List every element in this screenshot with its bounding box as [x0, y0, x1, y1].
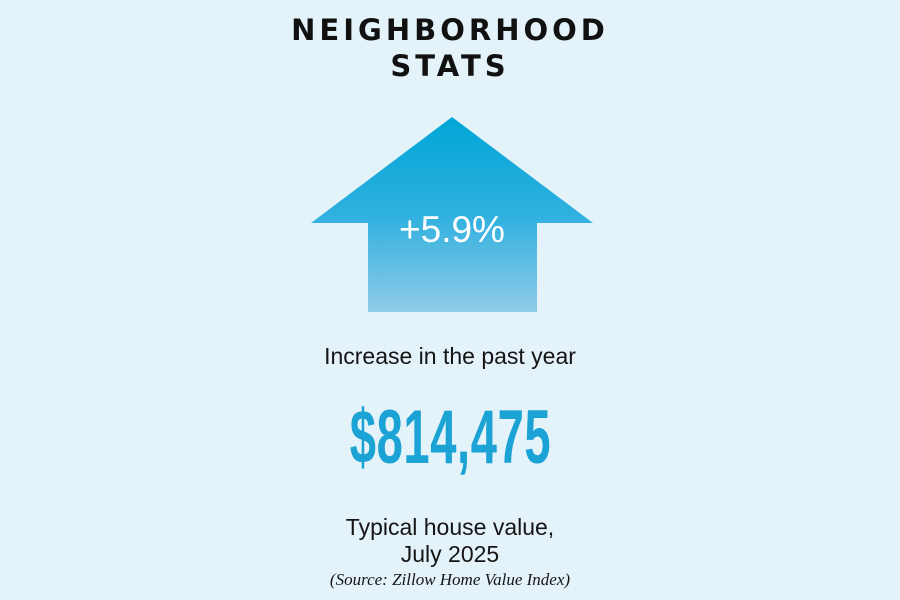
value-caption-line2: July 2025	[400, 541, 500, 567]
house-value-text: $814,475	[349, 395, 551, 480]
change-caption: Increase in the past year	[324, 343, 576, 369]
change-value: +5.9%	[399, 209, 505, 250]
stats-title-line1: NEIGHBORHOOD	[291, 13, 609, 47]
up-arrow-icon	[311, 117, 593, 312]
change-arrow: +5.9%	[311, 117, 593, 312]
typical-house-value: $814,475	[0, 396, 900, 480]
value-caption-line1: Typical house value,	[345, 514, 555, 540]
stats-title-line2: STATS	[390, 49, 510, 83]
source-note: (Source: Zillow Home Value Index)	[329, 570, 571, 589]
